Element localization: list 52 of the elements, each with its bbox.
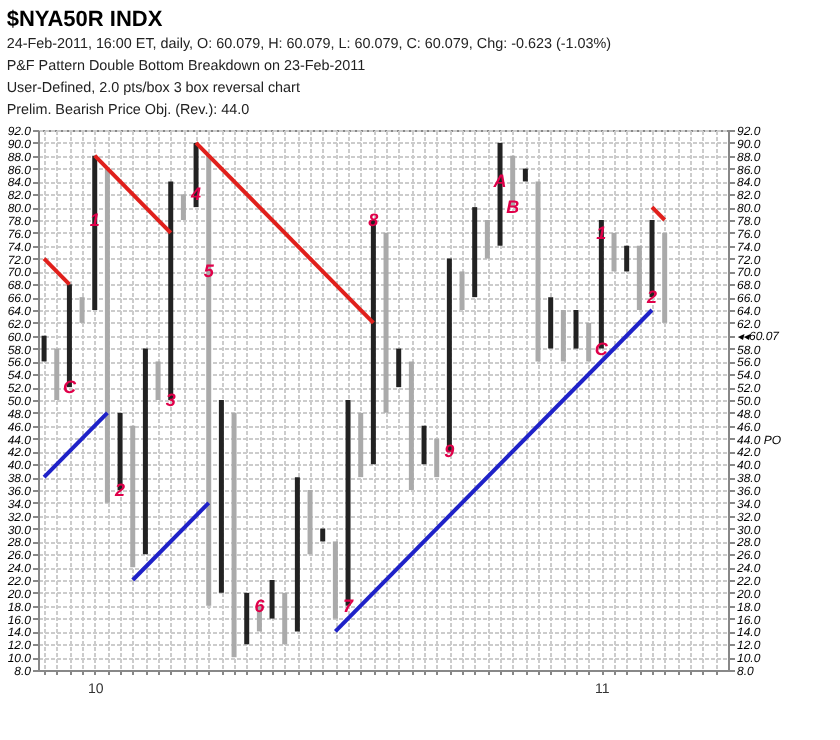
bar xyxy=(104,168,110,503)
bar xyxy=(548,297,554,349)
chart-title: $NYA50R INDX xyxy=(6,7,164,32)
bar xyxy=(79,297,85,323)
annotation: 9 xyxy=(444,441,455,462)
bar xyxy=(358,412,364,478)
annotation: 3 xyxy=(165,390,176,410)
bar xyxy=(320,528,326,542)
annotation: 1 xyxy=(596,222,607,243)
bar xyxy=(573,310,579,349)
bar xyxy=(383,232,389,413)
annotation: C xyxy=(594,338,609,359)
bar xyxy=(497,142,503,246)
annotation: C xyxy=(62,377,77,398)
annotation: 2 xyxy=(113,480,126,500)
bar xyxy=(434,438,440,478)
bar xyxy=(307,490,313,555)
bar xyxy=(180,194,186,220)
bar xyxy=(636,245,642,310)
bar xyxy=(282,592,288,645)
annotation: 2 xyxy=(644,287,658,308)
bar xyxy=(41,335,47,362)
annotation: 8 xyxy=(368,210,379,230)
bar xyxy=(611,232,617,272)
bar xyxy=(560,310,566,362)
bar xyxy=(662,232,668,323)
bar xyxy=(218,400,224,593)
bar xyxy=(244,592,250,645)
bar xyxy=(459,271,465,310)
bar xyxy=(231,412,237,658)
annotation: 7 xyxy=(343,595,356,616)
bar xyxy=(484,220,490,259)
bar xyxy=(396,348,402,388)
bar xyxy=(472,207,478,298)
bar xyxy=(269,580,275,619)
bar xyxy=(294,477,300,632)
annotation: 5 xyxy=(203,261,216,282)
annotation: B xyxy=(506,197,521,218)
bar xyxy=(155,361,161,400)
bar xyxy=(206,155,212,606)
bar xyxy=(142,348,148,555)
bar xyxy=(624,245,630,272)
bar xyxy=(408,361,414,490)
bar xyxy=(535,181,541,362)
bar xyxy=(54,348,60,400)
bar xyxy=(332,541,338,619)
bar xyxy=(130,425,136,568)
annotation: 6 xyxy=(254,595,267,616)
bar xyxy=(586,322,592,362)
annotation: 4 xyxy=(189,184,202,205)
bar xyxy=(421,425,427,465)
bar xyxy=(522,168,528,182)
